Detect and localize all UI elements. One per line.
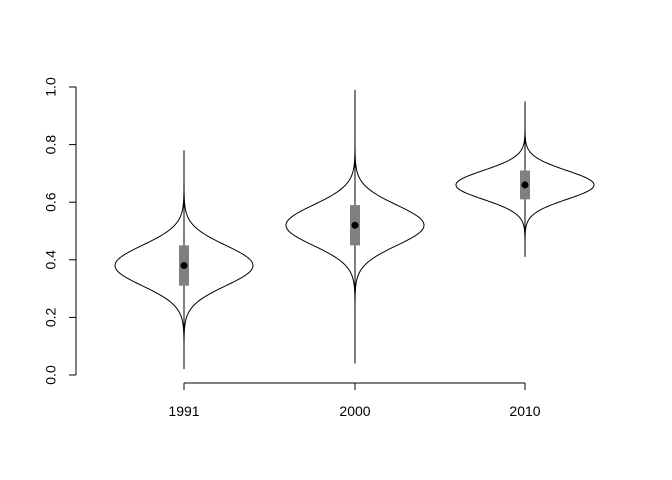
- x-tick-label: 1991: [168, 403, 199, 419]
- x-axis: 1991 2000 2010: [168, 382, 541, 419]
- y-tick-label: 0.4: [43, 250, 59, 270]
- violin-outline: [455, 101, 595, 257]
- x-tick-label: 2000: [339, 403, 370, 419]
- violin-2000: [285, 89, 425, 364]
- violin-outline: [285, 89, 425, 364]
- violin-outline: [114, 150, 254, 370]
- x-tick-label: 2010: [509, 403, 540, 419]
- violin-median-point: [521, 181, 529, 189]
- y-tick-label: 0.8: [43, 135, 59, 155]
- violin-median-point: [180, 262, 188, 270]
- y-axis: 0.0 0.2 0.4 0.6 0.8 1.0: [43, 77, 77, 385]
- plot-area: [114, 89, 595, 370]
- violin-median-point: [351, 221, 359, 229]
- y-tick-label: 0.6: [43, 192, 59, 212]
- y-tick-label: 1.0: [43, 77, 59, 97]
- violin-2010: [455, 101, 595, 257]
- y-tick-label: 0.2: [43, 307, 59, 327]
- y-tick-label: 0.0: [43, 365, 59, 385]
- violin-1991: [114, 150, 254, 370]
